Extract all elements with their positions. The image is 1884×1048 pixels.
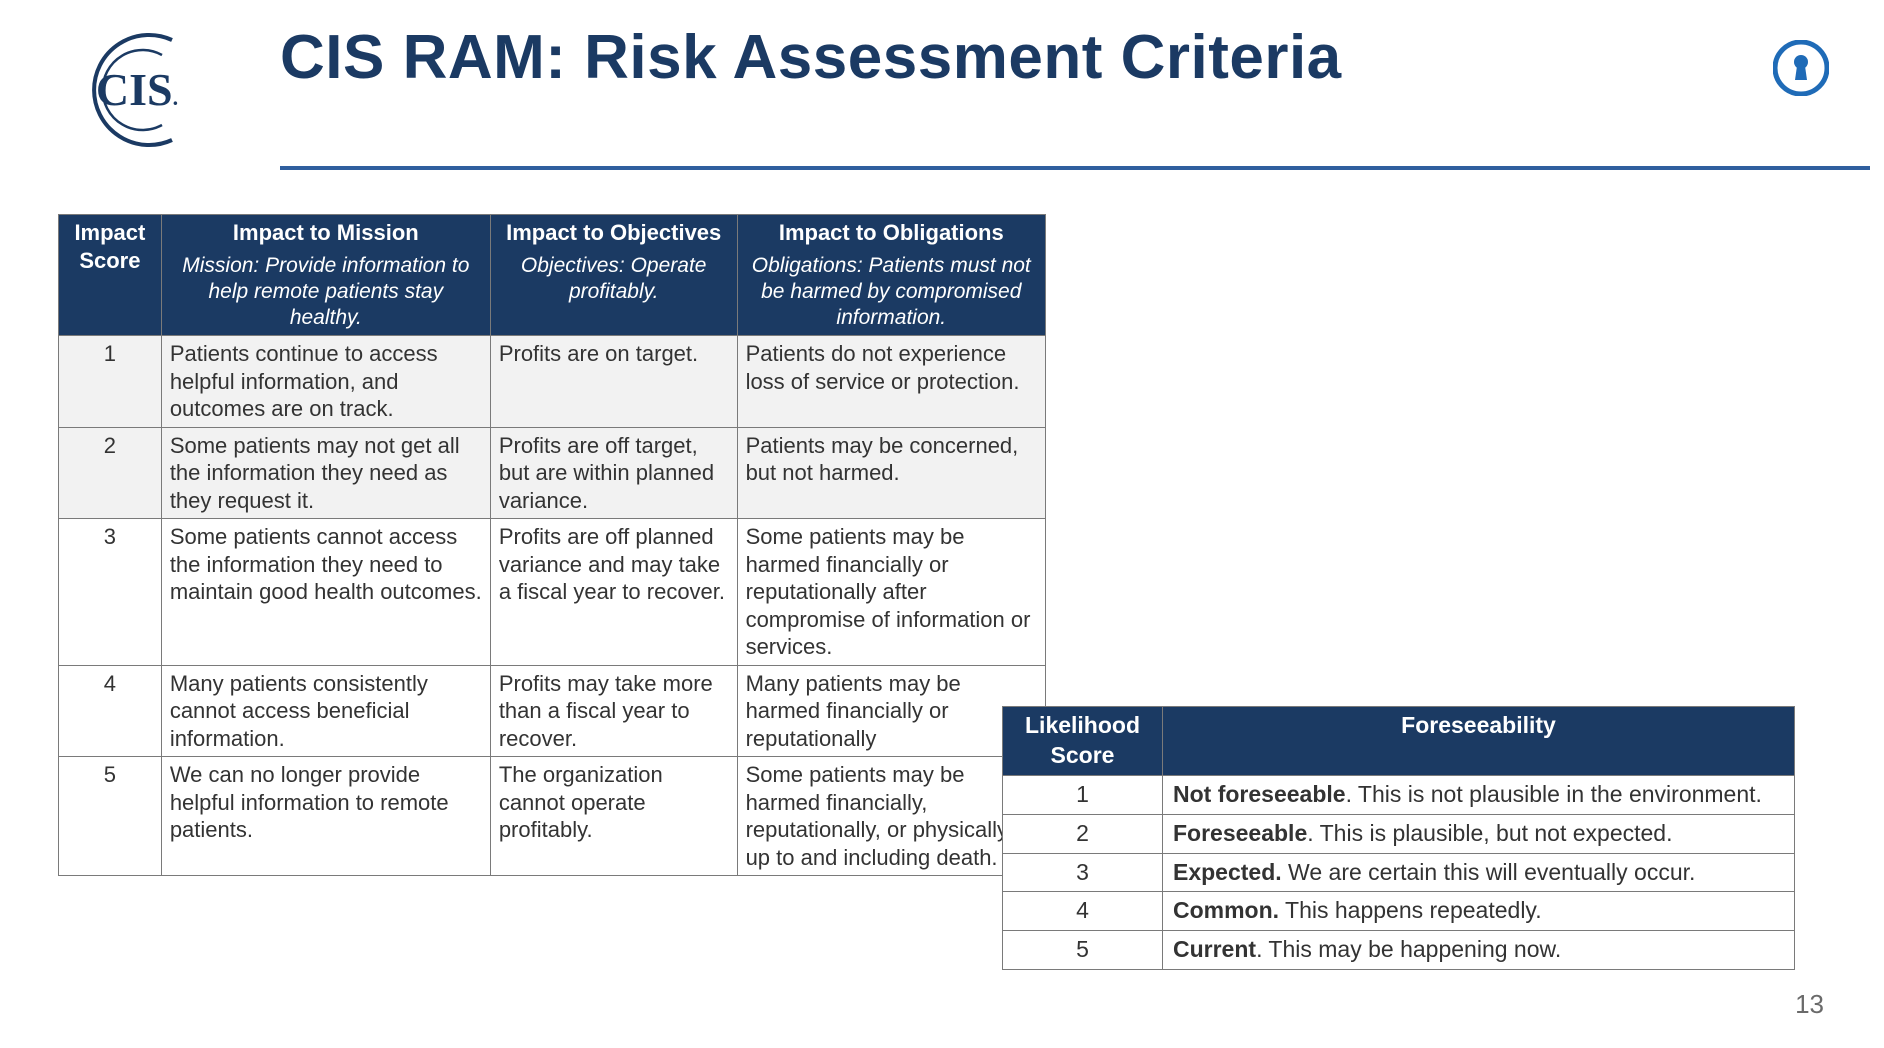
impact-score-cell: 5 bbox=[59, 757, 162, 876]
impact-obligations-cell: Some patients may be harmed financially,… bbox=[737, 757, 1045, 876]
slide-header: CIS. CIS RAM: Risk Assessment Criteria bbox=[0, 0, 1884, 170]
impact-table: Impact Score Impact to Mission Mission: … bbox=[58, 214, 1046, 876]
likelihood-row: 5 Current. This may be happening now. bbox=[1003, 931, 1795, 970]
foreseeability-cell: Not foreseeable. This is not plausible i… bbox=[1163, 775, 1795, 814]
impact-obligations-cell: Patients may be concerned, but not harme… bbox=[737, 427, 1045, 519]
likelihood-row: 3 Expected. We are certain this will eve… bbox=[1003, 853, 1795, 892]
impact-objectives-cell: The organization cannot operate profitab… bbox=[490, 757, 737, 876]
impact-score-cell: 4 bbox=[59, 665, 162, 757]
page-number: 13 bbox=[1795, 989, 1824, 1020]
likelihood-body: 1 Not foreseeable. This is not plausible… bbox=[1003, 775, 1795, 969]
col-likelihood-score: Likelihood Score bbox=[1003, 707, 1163, 776]
impact-row: 3 Some patients cannot access the inform… bbox=[59, 519, 1046, 666]
impact-score-cell: 2 bbox=[59, 427, 162, 519]
slide-title: CIS RAM: Risk Assessment Criteria bbox=[280, 22, 1342, 93]
foreseeability-cell: Common. This happens repeatedly. bbox=[1163, 892, 1795, 931]
cis-logo-text: CIS bbox=[96, 64, 173, 115]
col-impact-objectives: Impact to Objectives Objectives: Operate… bbox=[490, 215, 737, 336]
impact-score-cell: 1 bbox=[59, 336, 162, 428]
foreseeability-cell: Current. This may be happening now. bbox=[1163, 931, 1795, 970]
impact-row: 5 We can no longer provide helpful infor… bbox=[59, 757, 1046, 876]
foreseeability-cell: Foreseeable. This is plausible, but not … bbox=[1163, 814, 1795, 853]
impact-mission-cell: Patients continue to access helpful info… bbox=[161, 336, 490, 428]
header-divider bbox=[280, 166, 1870, 170]
likelihood-score-cell: 4 bbox=[1003, 892, 1163, 931]
impact-objectives-cell: Profits are on target. bbox=[490, 336, 737, 428]
impact-score-cell: 3 bbox=[59, 519, 162, 666]
foreseeability-cell: Expected. We are certain this will event… bbox=[1163, 853, 1795, 892]
impact-row: 2 Some patients may not get all the info… bbox=[59, 427, 1046, 519]
keyhole-badge-icon bbox=[1773, 40, 1829, 96]
likelihood-score-cell: 3 bbox=[1003, 853, 1163, 892]
impact-mission-cell: We can no longer provide helpful informa… bbox=[161, 757, 490, 876]
col-impact-score: Impact Score bbox=[59, 215, 162, 336]
impact-table-body: 1 Patients continue to access helpful in… bbox=[59, 336, 1046, 876]
impact-obligations-cell: Some patients may be harmed financially … bbox=[737, 519, 1045, 666]
cis-logo-dot: . bbox=[173, 85, 179, 110]
impact-mission-cell: Many patients consistently cannot access… bbox=[161, 665, 490, 757]
impact-row: 4 Many patients consistently cannot acce… bbox=[59, 665, 1046, 757]
col-impact-mission: Impact to Mission Mission: Provide infor… bbox=[161, 215, 490, 336]
likelihood-score-cell: 1 bbox=[1003, 775, 1163, 814]
impact-objectives-cell: Profits are off planned variance and may… bbox=[490, 519, 737, 666]
impact-table-header-row: Impact Score Impact to Mission Mission: … bbox=[59, 215, 1046, 336]
col-impact-obligations: Impact to Obligations Obligations: Patie… bbox=[737, 215, 1045, 336]
cis-logo-icon: CIS. bbox=[62, 25, 207, 155]
impact-obligations-cell: Many patients may be harmed financially … bbox=[737, 665, 1045, 757]
impact-objectives-cell: Profits are off target, but are within p… bbox=[490, 427, 737, 519]
likelihood-header-row: Likelihood Score Foreseeability bbox=[1003, 707, 1795, 776]
impact-objectives-cell: Profits may take more than a fiscal year… bbox=[490, 665, 737, 757]
impact-row: 1 Patients continue to access helpful in… bbox=[59, 336, 1046, 428]
col-foreseeability: Foreseeability bbox=[1163, 707, 1795, 776]
likelihood-score-cell: 5 bbox=[1003, 931, 1163, 970]
impact-obligations-cell: Patients do not experience loss of servi… bbox=[737, 336, 1045, 428]
impact-mission-cell: Some patients may not get all the inform… bbox=[161, 427, 490, 519]
likelihood-row: 2 Foreseeable. This is plausible, but no… bbox=[1003, 814, 1795, 853]
likelihood-row: 4 Common. This happens repeatedly. bbox=[1003, 892, 1795, 931]
likelihood-row: 1 Not foreseeable. This is not plausible… bbox=[1003, 775, 1795, 814]
likelihood-score-cell: 2 bbox=[1003, 814, 1163, 853]
likelihood-table: Likelihood Score Foreseeability 1 Not fo… bbox=[1002, 706, 1795, 970]
impact-mission-cell: Some patients cannot access the informat… bbox=[161, 519, 490, 666]
svg-text:CIS.: CIS. bbox=[96, 64, 178, 115]
